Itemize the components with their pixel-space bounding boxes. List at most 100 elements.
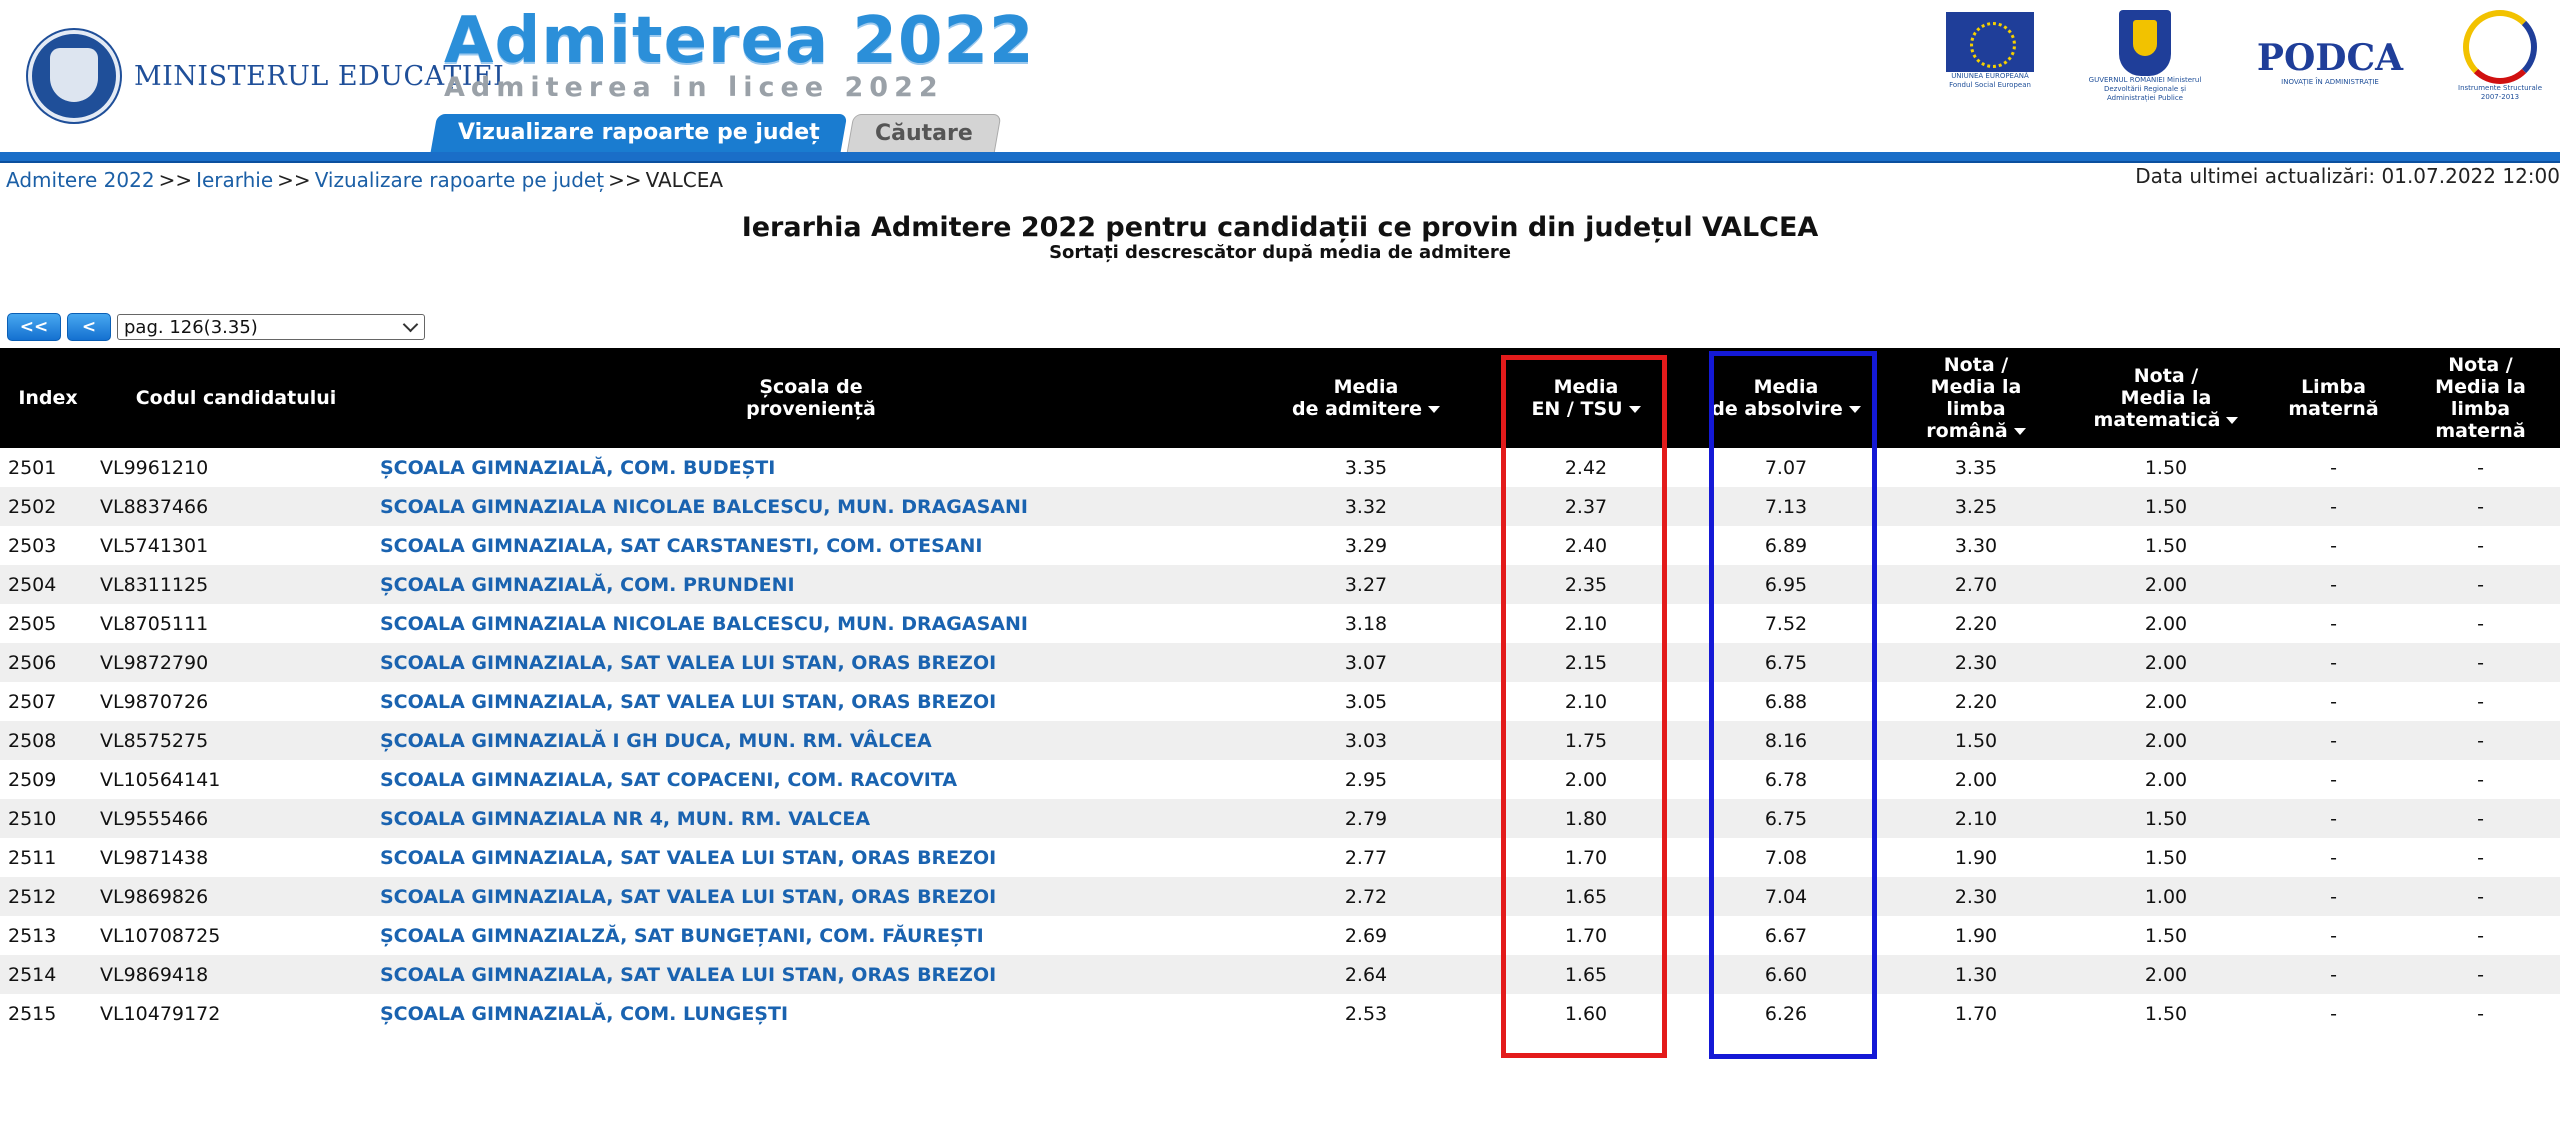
- cell-media-admitere: 3.32: [1344, 495, 1388, 518]
- table-row: 2510 VL9555466 SCOALA GIMNAZIALA NR 4, MUN…: [0, 799, 2560, 838]
- school-link[interactable]: SCOALA GIMNAZIALA, SAT CARSTANESTI, COM.…: [380, 534, 983, 557]
- cell-school: ȘCOALA GIMNAZIALĂ, COM. BUDEȘTI: [376, 448, 1246, 487]
- col-school-header: Școala de proveniență: [746, 376, 876, 420]
- school-link[interactable]: ȘCOALA GIMNAZIALĂ, COM. LUNGEȘTI: [380, 1002, 789, 1025]
- chevron-down-icon: [402, 316, 419, 333]
- cell-limba-materna: -: [2330, 846, 2337, 869]
- cell-candidate-code: VL9872790: [100, 651, 209, 674]
- cell-media-en: 2.42: [1564, 456, 1608, 479]
- school-link[interactable]: ȘCOALA GIMNAZIALĂ, COM. PRUNDENI: [380, 573, 795, 596]
- breadcrumb-link[interactable]: Vizualizare rapoarte pe județ: [314, 168, 605, 192]
- cell-nota-materna: -: [2477, 651, 2484, 674]
- tab-cautare[interactable]: Căutare: [846, 114, 1002, 154]
- cell-media-admitere: 3.18: [1344, 612, 1388, 635]
- cell-limba-materna: -: [2330, 924, 2337, 947]
- school-link[interactable]: SCOALA GIMNAZIALA NICOLAE BALCESCU, MUN.…: [380, 612, 1028, 635]
- cell-index: 2515: [8, 1002, 57, 1025]
- school-link[interactable]: SCOALA GIMNAZIALA, SAT VALEA LUI STAN, O…: [380, 885, 997, 908]
- cell-school: SCOALA GIMNAZIALA, SAT VALEA LUI STAN, O…: [376, 955, 1246, 994]
- cell-school: SCOALA GIMNAZIALA, SAT CARSTANESTI, COM.…: [376, 526, 1246, 565]
- sort-down-icon: [1628, 406, 1641, 413]
- cell-candidate-code: VL5741301: [100, 534, 209, 557]
- page-header: MINISTERUL EDUCAȚIEI Admiterea 2022 Admi…: [0, 0, 2560, 163]
- cell-media-absolvire: 6.67: [1764, 924, 1808, 947]
- page-title: Ierarhia Admitere 2022 pentru candidații…: [741, 212, 1819, 243]
- cell-nota-materna: -: [2477, 729, 2484, 752]
- cell-school: SCOALA GIMNAZIALA, SAT VALEA LUI STAN, O…: [376, 877, 1246, 916]
- cell-media-admitere: 3.03: [1344, 729, 1388, 752]
- brand-title: Admiterea 2022: [444, 4, 1035, 78]
- cell-index: 2511: [8, 846, 57, 869]
- cell-nota-matematica: 1.50: [2144, 495, 2188, 518]
- sort-nota-matematica[interactable]: Nota / Media la matematică: [2066, 348, 2266, 448]
- school-link[interactable]: SCOALA GIMNAZIALA, SAT VALEA LUI STAN, O…: [380, 846, 997, 869]
- cell-media-en: 1.65: [1564, 963, 1608, 986]
- table-row: 2502 VL8837466 SCOALA GIMNAZIALA NICOLAE B…: [0, 487, 2560, 526]
- cell-nota-romana: 2.10: [1954, 807, 1998, 830]
- cell-media-absolvire: 6.95: [1764, 573, 1808, 596]
- cell-media-en: 1.80: [1564, 807, 1608, 830]
- cell-nota-matematica: 2.00: [2144, 768, 2188, 791]
- ministry-name: MINISTERUL EDUCAȚIEI: [134, 60, 505, 92]
- cell-media-en: 1.65: [1564, 885, 1608, 908]
- cell-media-en: 1.70: [1564, 846, 1608, 869]
- cell-nota-materna: -: [2477, 456, 2484, 479]
- cell-media-absolvire: 6.75: [1764, 651, 1808, 674]
- cell-candidate-code: VL9961210: [100, 456, 209, 479]
- cell-media-en: 2.10: [1564, 612, 1608, 635]
- cell-media-absolvire: 6.89: [1764, 534, 1808, 557]
- breadcrumb-link[interactable]: Ierarhie: [196, 168, 274, 192]
- cell-candidate-code: VL8837466: [100, 495, 209, 518]
- school-link[interactable]: SCOALA GIMNAZIALA NICOLAE BALCESCU, MUN.…: [380, 495, 1028, 518]
- structural-instruments-icon: [2463, 10, 2537, 84]
- page-select[interactable]: pag. 126(3.35): [117, 314, 425, 340]
- cell-media-absolvire: 7.07: [1764, 456, 1808, 479]
- cell-media-absolvire: 7.04: [1764, 885, 1808, 908]
- eu-logo: UNIUNEA EUROPEANĂ Fondul Social European: [1944, 12, 2036, 90]
- main-tabs: Vizualizare rapoarte pe județ Căutare: [430, 114, 1002, 154]
- school-link[interactable]: ȘCOALA GIMNAZIALĂ I GH DUCA, MUN. RM. VÂ…: [380, 729, 932, 752]
- table-row: 2509 VL10564141 SCOALA GIMNAZIALA, SAT COP…: [0, 760, 2560, 799]
- cell-candidate-code: VL9870726: [100, 690, 209, 713]
- sort-media-en-tsu[interactable]: Media EN / TSU: [1486, 348, 1686, 448]
- cell-nota-matematica: 1.50: [2144, 807, 2188, 830]
- eu-flag-icon: [1946, 12, 2034, 72]
- breadcrumb-separator: >>: [277, 168, 311, 192]
- school-link[interactable]: SCOALA GIMNAZIALA, SAT COPACENI, COM. RA…: [380, 768, 958, 791]
- cell-nota-materna: -: [2477, 612, 2484, 635]
- cell-media-absolvire: 6.88: [1764, 690, 1808, 713]
- partner-logos: UNIUNEA EUROPEANĂ Fondul Social European…: [1930, 10, 2550, 120]
- cell-media-absolvire: 6.75: [1764, 807, 1808, 830]
- breadcrumb-separator: >>: [608, 168, 642, 192]
- cell-school: ȘCOALA GIMNAZIALZĂ, SAT BUNGEȚANI, COM. …: [376, 916, 1246, 955]
- tab-rapoarte-judet[interactable]: Vizualizare rapoarte pe județ: [430, 114, 848, 152]
- school-link[interactable]: SCOALA GIMNAZIALA, SAT VALEA LUI STAN, O…: [380, 963, 997, 986]
- sort-nota-romana[interactable]: Nota / Media la limba română: [1886, 348, 2066, 448]
- school-link[interactable]: SCOALA GIMNAZIALA NR 4, MUN. RM. VALCEA: [380, 807, 871, 830]
- school-link[interactable]: SCOALA GIMNAZIALA, SAT VALEA LUI STAN, O…: [380, 651, 997, 674]
- sort-media-admitere[interactable]: Media de admitere: [1246, 348, 1486, 448]
- breadcrumb-link[interactable]: Admitere 2022: [6, 168, 155, 192]
- cell-nota-materna: -: [2477, 846, 2484, 869]
- cell-media-en: 1.60: [1564, 1002, 1608, 1025]
- school-link[interactable]: SCOALA GIMNAZIALA, SAT VALEA LUI STAN, O…: [380, 690, 997, 713]
- cell-index: 2508: [8, 729, 57, 752]
- cell-media-en: 1.75: [1564, 729, 1608, 752]
- cell-index: 2502: [8, 495, 57, 518]
- cell-candidate-code: VL10708725: [100, 924, 221, 947]
- tab-label: Căutare: [874, 121, 973, 146]
- cell-media-admitere: 2.77: [1344, 846, 1388, 869]
- cell-index: 2501: [8, 456, 57, 479]
- sort-media-absolvire[interactable]: Media de absolvire: [1686, 348, 1886, 448]
- school-link[interactable]: ȘCOALA GIMNAZIALĂ, COM. BUDEȘTI: [380, 456, 776, 479]
- government-caption: GUVERNUL ROMÂNIEI Ministerul Dezvoltării…: [2088, 76, 2202, 102]
- previous-page-button[interactable]: <: [67, 313, 111, 341]
- podca-wordmark: PODCA: [2256, 37, 2404, 79]
- cell-nota-romana: 2.20: [1954, 612, 1998, 635]
- cell-media-admitere: 3.27: [1344, 573, 1388, 596]
- first-page-button[interactable]: <<: [7, 313, 61, 341]
- cell-nota-matematica: 2.00: [2144, 573, 2188, 596]
- school-link[interactable]: ȘCOALA GIMNAZIALZĂ, SAT BUNGEȚANI, COM. …: [380, 924, 984, 947]
- ministry-logo[interactable]: MINISTERUL EDUCAȚIEI: [28, 30, 504, 122]
- col-index-header: Index: [18, 387, 78, 409]
